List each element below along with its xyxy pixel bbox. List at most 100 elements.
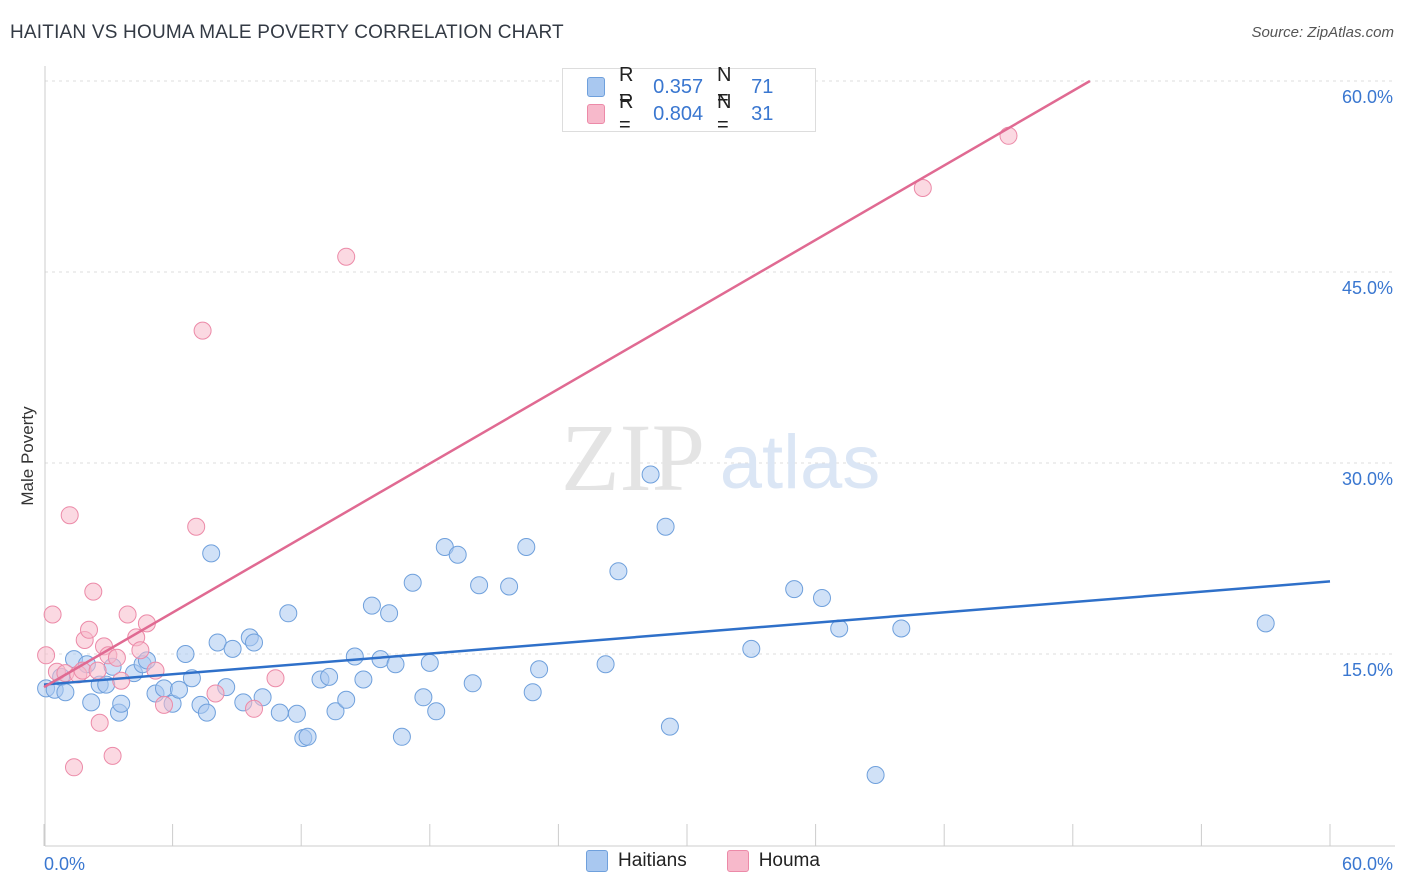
n-label: N = xyxy=(716,91,732,136)
point-haitians xyxy=(197,703,216,722)
point-haitians xyxy=(362,596,381,615)
point-haitians xyxy=(785,580,804,599)
n-label: N = xyxy=(716,64,732,109)
point-haitians xyxy=(463,674,482,693)
legend-swatch-houma xyxy=(726,850,749,872)
point-haitians xyxy=(830,619,849,638)
point-haitians xyxy=(1256,614,1275,633)
point-haitians xyxy=(641,465,660,484)
point-haitians xyxy=(298,727,317,746)
point-haitians xyxy=(427,702,446,721)
point-haitians xyxy=(82,693,101,712)
y-tick-labels: 15.0% 30.0% 45.0% 60.0% xyxy=(1342,87,1393,680)
point-haitians xyxy=(656,517,675,536)
y-tick-label: 45.0% xyxy=(1342,278,1393,298)
point-haitians xyxy=(609,562,628,581)
point-houma xyxy=(88,661,107,680)
point-haitians xyxy=(112,694,131,713)
point-houma xyxy=(84,582,103,601)
point-haitians xyxy=(170,680,188,699)
legend-label-houma: Houma xyxy=(758,850,820,871)
legend-label-haitians: Haitians xyxy=(618,850,687,871)
point-houma xyxy=(913,179,932,197)
point-houma xyxy=(107,648,126,667)
legend-swatch-haitians xyxy=(586,850,609,872)
stats-row-houma: R = 0.804 N = 31 xyxy=(587,91,815,136)
point-houma xyxy=(206,684,225,703)
point-houma xyxy=(90,713,109,732)
point-haitians xyxy=(245,633,263,652)
point-haitians xyxy=(470,576,489,595)
point-houma xyxy=(155,695,173,714)
stats-legend: R = 0.357 N = 71 R = 0.804 N = 31 xyxy=(562,64,816,136)
series-legend: Haitians Houma xyxy=(0,850,1406,872)
point-houma xyxy=(337,247,356,266)
x-tick-labels: 0.0% 60.0% xyxy=(44,854,1393,874)
point-houma xyxy=(245,699,263,718)
point-houma xyxy=(43,605,62,624)
point-haitians xyxy=(386,655,405,674)
point-haitians xyxy=(813,589,831,607)
chart-title: HAITIAN VS HOUMA MALE POVERTY CORRELATIO… xyxy=(10,22,564,43)
point-haitians xyxy=(155,679,173,698)
y-tick-label: 15.0% xyxy=(1342,660,1393,680)
series-houma-points xyxy=(37,126,1018,777)
point-houma xyxy=(193,321,212,340)
point-haitians xyxy=(414,688,433,707)
point-houma xyxy=(266,669,285,688)
point-houma xyxy=(131,641,150,660)
r-value: 0.804 xyxy=(653,102,704,125)
point-houma xyxy=(999,126,1018,145)
point-houma xyxy=(103,746,122,765)
point-haitians xyxy=(56,683,75,702)
houma-swatch xyxy=(587,104,605,124)
point-haitians xyxy=(176,645,195,663)
trend-line-houma xyxy=(43,79,1091,689)
point-haitians xyxy=(287,704,306,723)
point-haitians xyxy=(380,604,399,623)
point-haitians xyxy=(326,702,345,721)
point-haitians xyxy=(337,690,356,709)
point-haitians xyxy=(523,683,542,702)
watermark-atlas: atlas xyxy=(720,420,881,505)
legend-item-haitians[interactable]: Haitians xyxy=(586,850,687,872)
y-tick-label: 60.0% xyxy=(1342,87,1393,107)
point-houma xyxy=(187,517,206,536)
point-houma xyxy=(112,671,131,690)
point-houma xyxy=(118,605,137,624)
point-haitians xyxy=(742,639,761,658)
point-haitians xyxy=(596,655,615,674)
point-haitians xyxy=(403,573,422,592)
point-haitians xyxy=(866,766,885,784)
stats-row-haitians: R = 0.357 N = 71 xyxy=(587,64,815,109)
source-credit: Source: ZipAtlas.com xyxy=(1251,24,1394,41)
r-label: R = xyxy=(618,64,634,109)
y-tick-label: 30.0% xyxy=(1342,469,1393,489)
point-haitians xyxy=(208,633,227,652)
point-haitians xyxy=(500,577,519,596)
series-haitians-points xyxy=(37,465,1275,784)
point-haitians xyxy=(270,703,289,722)
point-haitians xyxy=(279,604,298,623)
x-tick-label: 60.0% xyxy=(1342,854,1393,874)
point-houma xyxy=(65,758,83,777)
r-label: R = xyxy=(618,91,634,136)
watermark: ZIP atlas xyxy=(561,404,880,511)
point-haitians xyxy=(660,717,679,736)
x-tick-label: 0.0% xyxy=(44,854,85,874)
point-haitians xyxy=(345,647,364,666)
point-houma xyxy=(80,620,98,639)
haitians-swatch xyxy=(587,77,605,97)
point-haitians xyxy=(530,660,549,679)
legend-item-houma[interactable]: Houma xyxy=(726,850,820,872)
point-haitians xyxy=(223,639,242,658)
point-haitians xyxy=(320,667,339,686)
point-haitians xyxy=(354,670,373,689)
point-haitians xyxy=(392,727,411,746)
point-haitians xyxy=(892,619,911,638)
point-haitians xyxy=(517,538,536,556)
point-haitians xyxy=(420,653,439,672)
point-houma xyxy=(37,646,56,665)
n-value: 71 xyxy=(751,75,774,98)
